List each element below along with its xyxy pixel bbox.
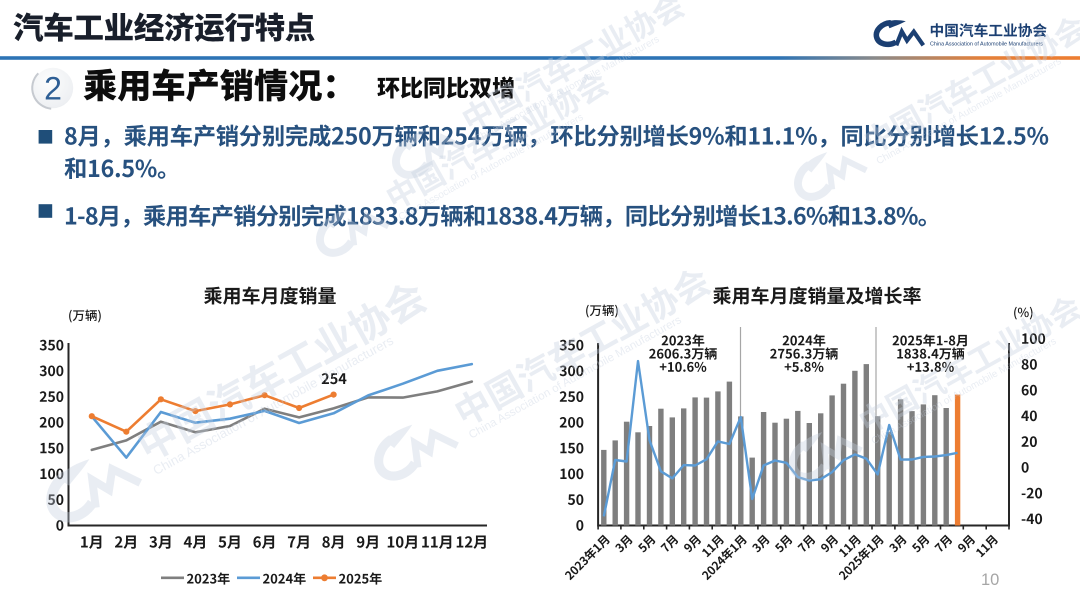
svg-text:China Association of Automobil: China Association of Automobile Manufact… xyxy=(930,42,1043,48)
svg-text:2: 2 xyxy=(44,71,62,107)
svg-text:10: 10 xyxy=(981,571,999,589)
